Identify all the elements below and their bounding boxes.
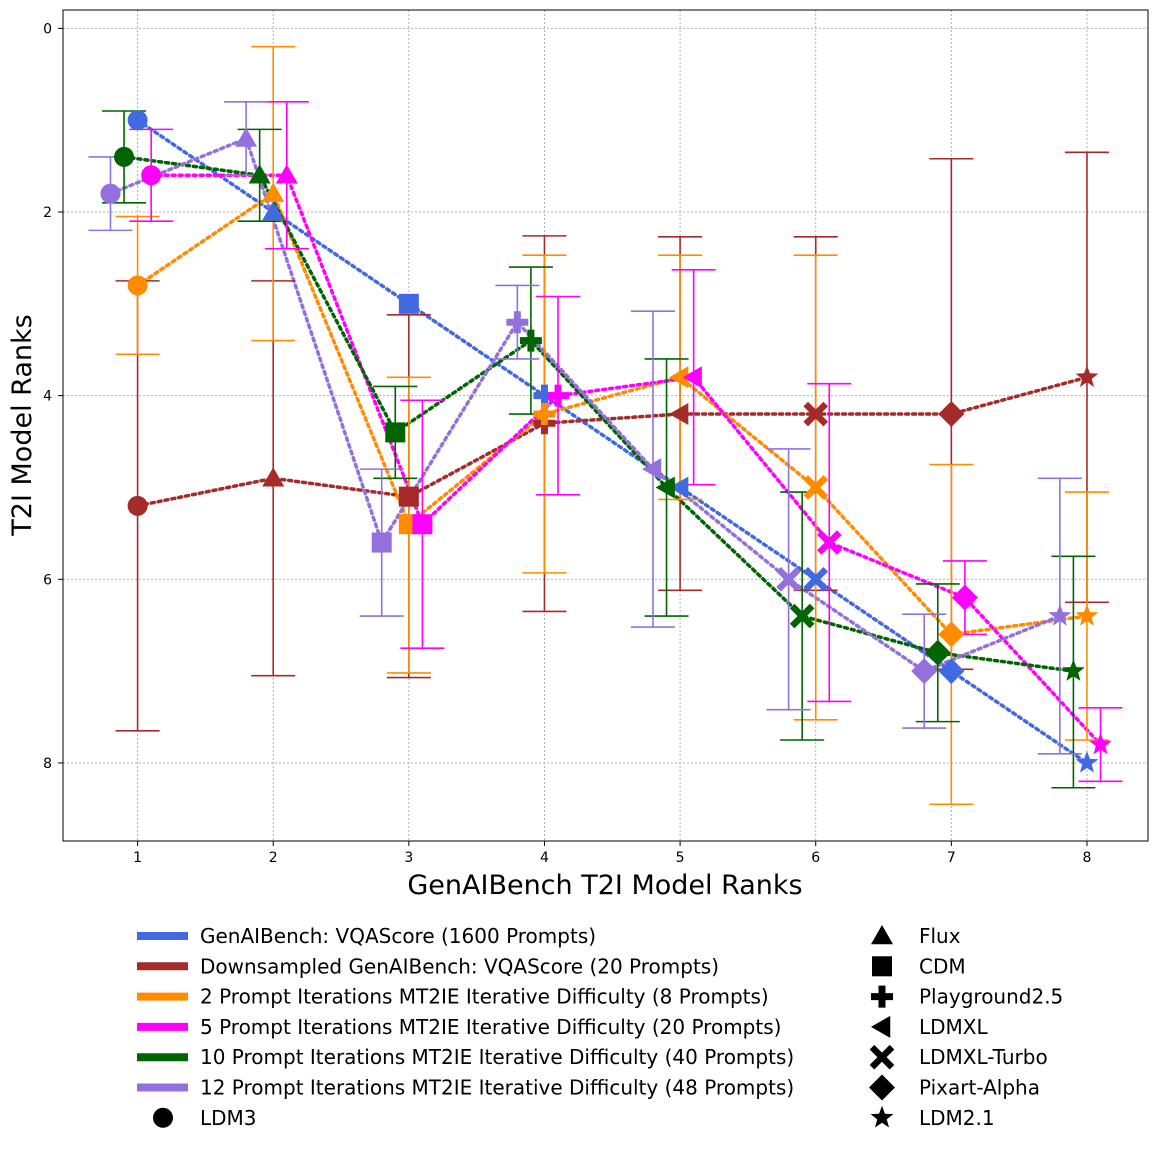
legend-label: 2 Prompt Iterations MT2IE Iterative Diff…	[200, 985, 769, 1009]
data-point-flux	[275, 164, 298, 184]
data-point-ldmxl-turbo	[776, 567, 801, 592]
data-point-ldmxl	[669, 366, 689, 389]
series-line-12-prompt-iterations-mt2ie-iterative-difficulty-48-prompts	[108, 136, 1062, 674]
legend-marker-ldm2-1	[870, 1105, 894, 1128]
data-point-ldm3	[100, 183, 121, 204]
data-point-playground2-5	[533, 384, 556, 407]
data-point-ldmxl-turbo	[803, 475, 829, 500]
data-point-ldm2-1	[1048, 604, 1072, 626]
y-tick-label: 2	[43, 205, 52, 221]
axis-ticks: 1 2 3 4 5 6 7 8 0 2 4 6 8	[43, 21, 1091, 866]
legend-marker-ldmxl-turbo	[869, 1044, 895, 1070]
data-point-pixart-alpha	[924, 639, 951, 666]
x-tick-label: 1	[133, 850, 142, 866]
data-points	[100, 110, 1112, 773]
data-point-playground2-5	[533, 403, 556, 426]
data-point-cdm	[371, 532, 392, 553]
legend-label: Pixart-Alpha	[919, 1076, 1040, 1100]
legend: GenAIBench: VQAScore (1600 Prompts) Downs…	[137, 924, 1063, 1130]
data-point-ldm2-1	[1061, 659, 1085, 681]
legend-marker-ldm3	[153, 1107, 173, 1128]
series-line-downsampled-genaibench-vqascore-20-prompts	[135, 375, 1089, 508]
data-point-cdm	[398, 486, 419, 507]
legend-marker-ldmxl	[871, 1015, 891, 1038]
data-point-pixart-alpha	[938, 621, 965, 648]
data-point-ldmxl	[641, 458, 662, 481]
data-point-pixart-alpha	[911, 658, 938, 685]
y-tick-label: 0	[43, 21, 52, 37]
legend-label: Downsampled GenAIBench: VQAScore (20 Pro…	[200, 954, 719, 978]
data-point-ldmxl	[669, 476, 689, 499]
data-point-ldm2-1	[1075, 604, 1099, 626]
x-tick-label: 4	[540, 850, 549, 866]
data-point-ldm3	[127, 275, 148, 296]
data-point-ldmxl	[655, 476, 675, 499]
data-point-ldm2-1	[1089, 732, 1112, 755]
y-tick-label: 8	[43, 756, 52, 772]
plot-frame	[62, 9, 1149, 842]
y-tick-label: 6	[43, 572, 52, 588]
data-point-flux	[262, 467, 285, 487]
legend-label: 10 Prompt Iterations MT2IE Iterative Dif…	[200, 1045, 794, 1069]
legend-label: LDM3	[200, 1106, 257, 1130]
x-tick-label: 5	[676, 850, 685, 866]
legend-label: GenAIBench: VQAScore (1600 Prompts)	[200, 924, 596, 948]
legend-marker-pixart-alpha	[869, 1074, 895, 1101]
data-point-flux	[235, 127, 258, 147]
data-point-ldmxl-turbo	[816, 530, 842, 555]
x-tick-label: 8	[1083, 850, 1092, 866]
data-point-flux	[248, 164, 271, 184]
x-tick-label: 3	[404, 850, 413, 866]
data-point-ldm2-1	[1075, 365, 1099, 388]
x-tick-label: 2	[269, 850, 278, 866]
data-point-ldmxl-turbo	[789, 603, 815, 629]
data-point-ldmxl	[669, 403, 689, 426]
legend-marker-flux	[871, 925, 893, 945]
legend-label: LDMXL-Turbo	[919, 1045, 1048, 1069]
y-tick-label: 4	[43, 389, 52, 405]
data-point-ldm3	[141, 165, 162, 186]
data-point-pixart-alpha	[951, 584, 978, 611]
x-tick-label: 6	[811, 850, 820, 866]
legend-label: Flux	[919, 924, 961, 948]
data-point-ldm2-1	[1075, 750, 1099, 773]
data-point-playground2-5	[519, 329, 542, 352]
legend-marker-cdm	[872, 956, 892, 977]
legend-label: 12 Prompt Iterations MT2IE Iterative Dif…	[200, 1076, 794, 1100]
data-point-pixart-alpha	[938, 658, 965, 685]
series-line-5-prompt-iterations-mt2ie-iterative-difficulty-20-prompts	[149, 173, 1103, 747]
x-axis-label: GenAIBench T2I Model Ranks	[407, 870, 802, 901]
data-point-pixart-alpha	[938, 401, 965, 428]
data-point-cdm	[412, 514, 433, 535]
legend-label: CDM	[919, 954, 966, 978]
x-tick-label: 7	[947, 850, 956, 866]
legend-label: LDMXL	[919, 1015, 989, 1039]
data-point-ldm3	[114, 146, 135, 167]
data-point-ldm3	[127, 110, 148, 131]
data-point-ldm3	[127, 495, 148, 516]
data-point-playground2-5	[547, 384, 570, 407]
legend-label: LDM2.1	[919, 1106, 995, 1130]
legend-label: Playground2.5	[919, 985, 1063, 1009]
data-point-ldmxl	[682, 366, 702, 389]
data-point-ldmxl-turbo	[803, 401, 829, 427]
legend-label: 5 Prompt Iterations MT2IE Iterative Diff…	[200, 1015, 781, 1039]
data-point-cdm	[398, 293, 419, 314]
data-point-ldmxl-turbo	[803, 567, 829, 592]
data-point-playground2-5	[506, 311, 529, 334]
data-point-flux	[262, 182, 285, 202]
data-point-flux	[262, 201, 285, 221]
data-point-cdm	[385, 422, 406, 443]
grid	[63, 10, 1148, 841]
y-axis-label: T2I Model Ranks	[7, 314, 38, 536]
legend-marker-playground2-5	[871, 985, 893, 1008]
error-bars	[88, 45, 1123, 806]
